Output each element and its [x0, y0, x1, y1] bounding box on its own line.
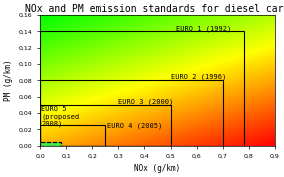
Bar — [40, 80, 223, 146]
Text: EURO 2 (1996): EURO 2 (1996) — [171, 74, 226, 80]
Bar — [40, 125, 105, 146]
Bar — [40, 142, 61, 146]
Bar — [40, 142, 61, 146]
Bar — [40, 31, 244, 146]
Y-axis label: PM (g/km): PM (g/km) — [4, 59, 13, 101]
Text: EURO 5
(proposed
2008): EURO 5 (proposed 2008) — [41, 106, 80, 127]
Bar — [40, 105, 171, 146]
Text: EURO 1 (1992): EURO 1 (1992) — [176, 25, 231, 32]
Text: EURO 4 (2005): EURO 4 (2005) — [106, 123, 162, 129]
Text: EURO 3 (2000): EURO 3 (2000) — [118, 98, 174, 105]
Title: NOx and PM emission standards for diesel cars: NOx and PM emission standards for diesel… — [25, 4, 284, 14]
X-axis label: NOx (g/km): NOx (g/km) — [134, 164, 181, 173]
